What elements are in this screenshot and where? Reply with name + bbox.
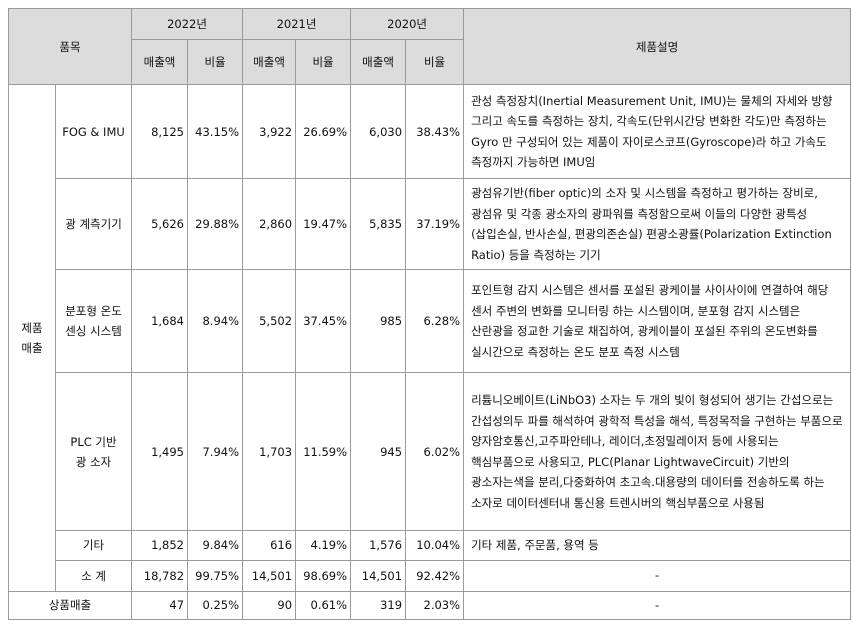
- header-sales-2021: 매출액: [242, 39, 297, 85]
- ratio-2021: 11.59%: [295, 372, 352, 531]
- value-2022: 8,125: [131, 84, 189, 179]
- table-row: 제품 매출 FOG & IMU 8,125 43.15% 3,922 26.69…: [8, 84, 852, 592]
- header-ratio-2022: 비율: [187, 39, 244, 85]
- table-row: PLC 기반 광 소자 1,495 7.94% 1,703 11.59% 945…: [9, 372, 852, 531]
- value-2021: 5,502: [242, 269, 297, 373]
- table-row: 소 계 18,782 99.75% 14,501 98.69% 14,501 9…: [9, 559, 852, 592]
- row-description: -: [463, 590, 852, 620]
- ratio-2020: 10.04%: [405, 530, 465, 561]
- value-2022: 1,684: [131, 269, 189, 373]
- value-2021: 90: [242, 590, 297, 620]
- sales-table: 품목 2022년 2021년 2020년 제품설명 매출액 비율 매출액 비율 …: [7, 8, 852, 620]
- row-description: 기타 제품, 주문품, 용역 등: [463, 530, 852, 561]
- value-2020: 985: [350, 269, 407, 373]
- ratio-2021: 0.61%: [295, 590, 352, 620]
- ratio-2022: 99.75%: [187, 559, 244, 592]
- ratio-2020: 6.02%: [405, 372, 465, 531]
- row-description: 관성 측정장치(Inertial Measurement Unit, IMU)는…: [463, 84, 852, 179]
- header-ratio-2021: 비율: [295, 39, 352, 85]
- ratio-2021: 26.69%: [295, 84, 352, 179]
- table-row: 기타 1,852 9.84% 616 4.19% 1,576 10.04% 기타…: [9, 530, 852, 561]
- row-description: 리튬니오베이트(LiNbO3) 소자는 두 개의 빛이 형성되어 생기는 간섭으…: [463, 372, 852, 531]
- ratio-2021: 37.45%: [295, 269, 352, 373]
- ratio-2021: 4.19%: [295, 530, 352, 561]
- ratio-2020: 2.03%: [405, 590, 465, 620]
- row-description: 포인트형 감지 시스템은 센서를 포설된 광케이블 사이사이에 연결하여 해당 …: [463, 269, 852, 373]
- header-description: 제품설명: [463, 8, 852, 85]
- table-row: 분포형 온도 센싱 시스템 1,684 8.94% 5,502 37.45% 9…: [9, 269, 852, 373]
- row-name: PLC 기반 광 소자: [54, 372, 133, 531]
- header-year-2021: 2021년: [242, 8, 352, 40]
- header-ratio-2020: 비율: [405, 39, 465, 85]
- value-2020: 1,576: [350, 530, 407, 561]
- row-name: 소 계: [54, 559, 133, 592]
- value-2022: 5,626: [131, 178, 189, 270]
- value-2021: 2,860: [242, 178, 297, 270]
- header-sales-2020: 매출액: [350, 39, 407, 85]
- ratio-2022: 29.88%: [187, 178, 244, 270]
- ratio-2022: 0.25%: [187, 590, 244, 620]
- header-sales-2022: 매출액: [131, 39, 189, 85]
- ratio-2021: 19.47%: [295, 178, 352, 270]
- ratio-2020: 92.42%: [405, 559, 465, 592]
- value-2021: 1,703: [242, 372, 297, 531]
- value-2020: 945: [350, 372, 407, 531]
- ratio-2022: 7.94%: [187, 372, 244, 531]
- header-year-2020: 2020년: [350, 8, 465, 40]
- value-2022: 1,852: [131, 530, 189, 561]
- ratio-2021: 98.69%: [295, 559, 352, 592]
- value-2021: 616: [242, 530, 297, 561]
- row-description: -: [463, 559, 852, 592]
- row-name: 광 계측기기: [54, 178, 133, 270]
- row-description: 광섬유기반(fiber optic)의 소자 및 시스템을 측정하고 평가하는 …: [463, 178, 852, 270]
- value-2020: 14,501: [350, 559, 407, 592]
- ratio-2020: 38.43%: [405, 84, 465, 179]
- header-year-2022: 2022년: [131, 8, 244, 40]
- value-2021: 14,501: [242, 559, 297, 592]
- value-2022: 47: [131, 590, 189, 620]
- ratio-2022: 9.84%: [187, 530, 244, 561]
- table-row: 광 계측기기 5,626 29.88% 2,860 19.47% 5,835 3…: [9, 178, 852, 270]
- value-2020: 5,835: [350, 178, 407, 270]
- table-row: 상품매출 47 0.25% 90 0.61% 319 2.03% -: [7, 590, 852, 620]
- header-item: 품목: [7, 8, 133, 85]
- row-name: FOG & IMU: [54, 84, 133, 179]
- group-label: 제품 매출: [8, 84, 56, 592]
- value-2022: 18,782: [131, 559, 189, 592]
- value-2021: 3,922: [242, 84, 297, 179]
- ratio-2020: 6.28%: [405, 269, 465, 373]
- value-2022: 1,495: [131, 372, 189, 531]
- value-2020: 319: [350, 590, 407, 620]
- ratio-2022: 43.15%: [187, 84, 244, 179]
- ratio-2022: 8.94%: [187, 269, 244, 373]
- row-name: 분포형 온도 센싱 시스템: [54, 269, 133, 373]
- row-name: 상품매출: [7, 590, 133, 620]
- ratio-2020: 37.19%: [405, 178, 465, 270]
- value-2020: 6,030: [350, 84, 407, 179]
- row-name: 기타: [54, 530, 133, 561]
